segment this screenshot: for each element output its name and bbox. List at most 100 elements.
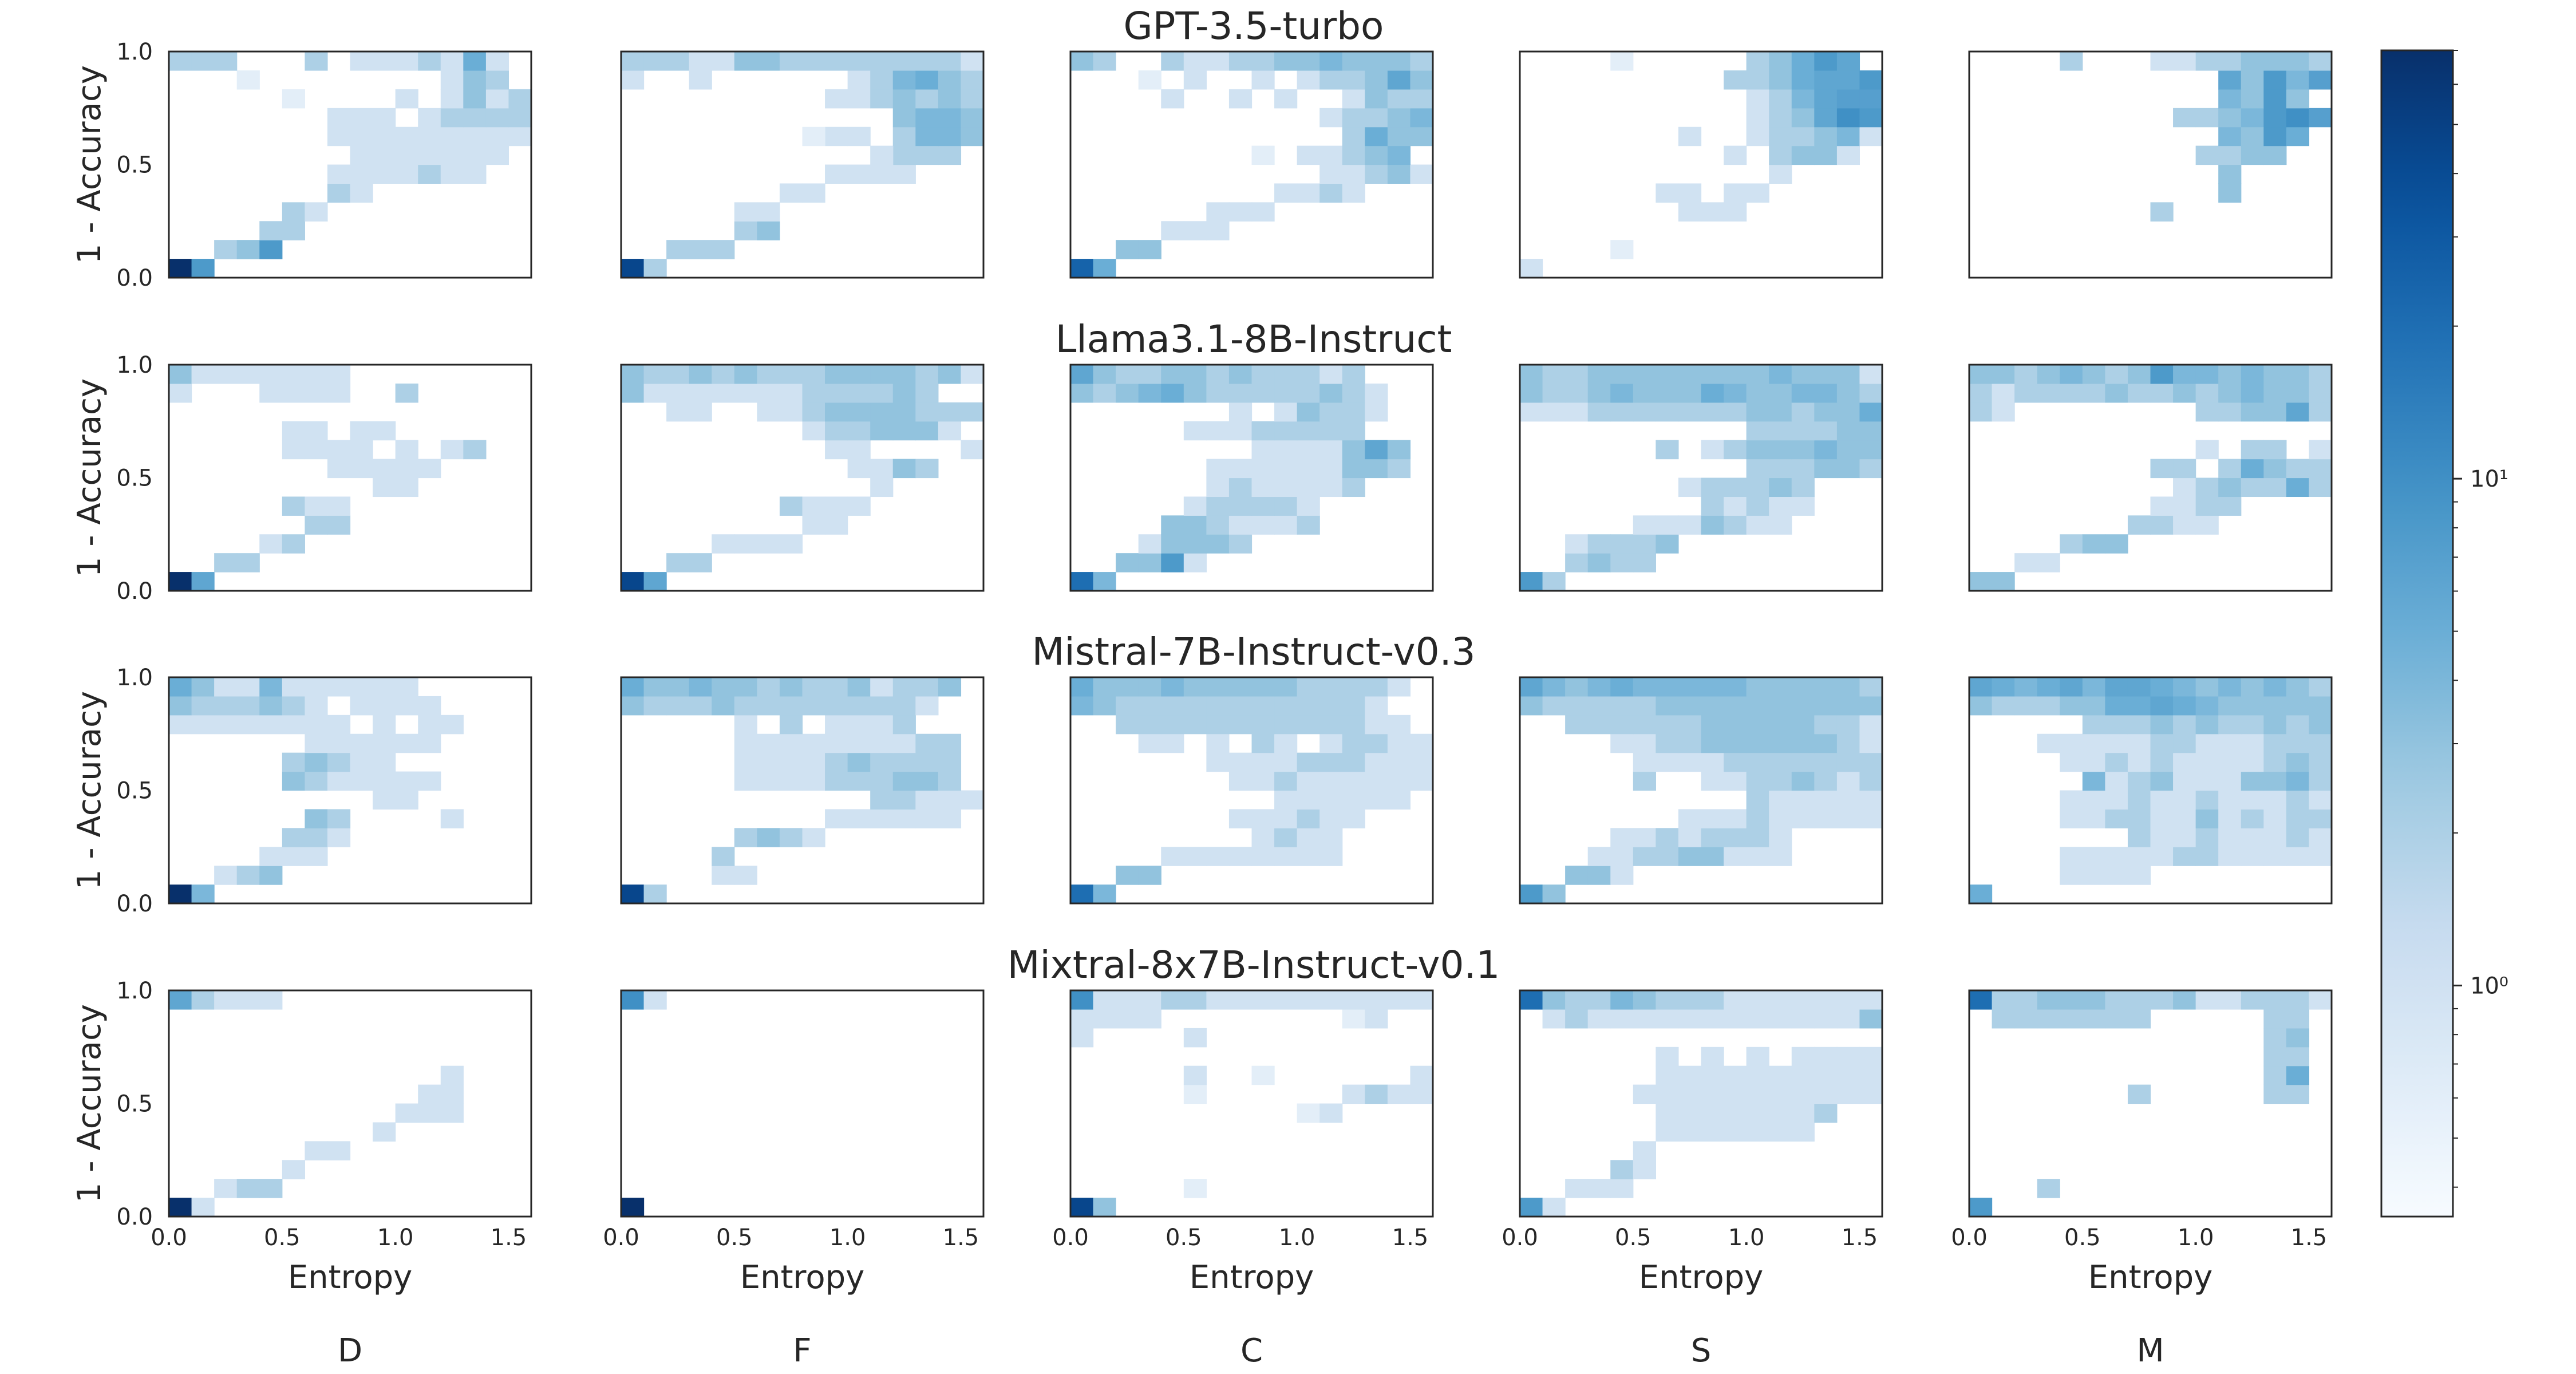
heatmap-cell — [870, 771, 894, 791]
heatmap-cell — [915, 459, 939, 479]
heatmap-cell — [1542, 885, 1566, 904]
heatmap-cell — [1274, 459, 1298, 479]
heatmap-cell — [825, 496, 848, 516]
heatmap-cell — [2218, 790, 2242, 810]
heatmap-cell — [2150, 696, 2174, 716]
heatmap-cell — [214, 866, 238, 885]
heatmap-cell — [327, 108, 351, 128]
heatmap-cell — [1116, 696, 1139, 716]
heatmap-cell — [1228, 696, 1253, 716]
heatmap-cell — [802, 383, 825, 403]
heatmap-cell — [1678, 752, 1702, 772]
heatmap-cell — [1656, 1103, 1679, 1123]
heatmap-cell — [1791, 477, 1815, 498]
heatmap-cell — [1297, 677, 1320, 697]
heatmap-cell — [1228, 534, 1253, 554]
heatmap-cell — [2173, 383, 2196, 403]
heatmap-cell — [825, 383, 848, 403]
heatmap-cell — [2286, 1028, 2310, 1048]
heatmap-cell — [2127, 866, 2151, 885]
heatmap-cell — [1093, 259, 1116, 278]
heatmap-cell — [1746, 847, 1769, 866]
heatmap-cell — [1093, 885, 1116, 904]
heatmap-cell — [1319, 164, 1343, 184]
heatmap-cell — [870, 365, 894, 384]
colorbar-tick-label: 10⁰ — [2470, 973, 2508, 999]
heatmap-cell — [666, 240, 690, 259]
heatmap-cell — [1769, 89, 1792, 109]
heatmap-cell — [1565, 866, 1589, 885]
heatmap-cell — [2014, 365, 2038, 384]
heatmap-cell — [350, 459, 373, 479]
heatmap-cell — [2309, 365, 2332, 384]
heatmap-cell — [1701, 733, 1724, 753]
heatmap-cell — [440, 89, 464, 109]
heatmap-cell — [2127, 809, 2151, 828]
heatmap-cell — [1587, 383, 1611, 403]
heatmap-cell — [1791, 365, 1815, 384]
heatmap-cell — [1814, 421, 1838, 441]
heatmap-cell — [802, 752, 825, 772]
heatmap-cell — [1678, 1103, 1702, 1123]
heatmap-cell — [1251, 440, 1275, 460]
heatmap-cell — [1228, 421, 1253, 441]
heatmap-cell — [1161, 534, 1184, 554]
heatmap-cell — [621, 885, 645, 904]
heatmap-cell — [2286, 108, 2310, 128]
heatmap-cell — [1791, 1122, 1815, 1142]
heatmap-cell — [440, 52, 464, 71]
heatmap-cell — [2150, 515, 2174, 535]
heatmap-cell — [847, 365, 871, 384]
heatmap-cell — [463, 52, 487, 71]
heatmap-cell — [169, 365, 192, 384]
heatmap-cell — [350, 677, 373, 697]
heatmap-cell — [1161, 365, 1184, 384]
heatmap-cell — [1859, 127, 1883, 147]
heatmap-cell — [327, 733, 351, 753]
x-tick-label: 1.0 — [377, 1225, 414, 1251]
heatmap-cell — [689, 365, 712, 384]
heatmap-cell — [373, 714, 396, 735]
heatmap-cell — [2150, 828, 2174, 847]
heatmap-cell — [734, 714, 757, 735]
heatmap-cell — [892, 52, 916, 71]
heatmap-cell — [847, 752, 871, 772]
heatmap-cell — [1814, 1084, 1838, 1104]
heatmap-cell — [2037, 990, 2060, 1010]
heatmap-cell — [1791, 108, 1815, 128]
heatmap-cell — [1724, 515, 1747, 535]
heatmap-cell — [1769, 52, 1792, 71]
heatmap-cell — [892, 752, 916, 772]
heatmap-cell — [191, 885, 215, 904]
heatmap-cell — [440, 440, 464, 460]
heatmap-cell — [2173, 459, 2196, 479]
heatmap-cell — [2309, 790, 2332, 810]
heatmap-cell — [2060, 52, 2083, 71]
heatmap-cell — [938, 752, 962, 772]
heatmap-cell — [1183, 1028, 1207, 1048]
heatmap-cell — [2173, 515, 2196, 535]
heatmap-cell — [1251, 847, 1275, 866]
heatmap-cell — [2195, 847, 2219, 866]
heatmap-cell — [2082, 752, 2105, 772]
heatmap-cell — [1387, 990, 1411, 1010]
heatmap-cell — [2241, 790, 2264, 810]
heatmap-cell — [1633, 733, 1656, 753]
heatmap-cell — [2286, 828, 2310, 847]
heatmap-cell — [1365, 383, 1388, 403]
heatmap-cell — [282, 696, 305, 716]
heatmap-cell — [191, 696, 215, 716]
heatmap-cell — [1274, 771, 1298, 791]
heatmap-cell — [395, 145, 418, 165]
heatmap-cell — [1791, 496, 1815, 516]
heatmap-cell — [1814, 440, 1838, 460]
heatmap-cell — [1365, 440, 1388, 460]
heatmap-cell — [1387, 89, 1411, 109]
heatmap-cell — [1701, 990, 1724, 1010]
heatmap-cell — [734, 733, 757, 753]
heatmap-cell — [1992, 383, 2015, 403]
heatmap-cell — [2286, 696, 2310, 716]
heatmap-cell — [327, 383, 351, 403]
heatmap-cell — [1138, 383, 1161, 403]
heatmap-cell — [350, 108, 373, 128]
